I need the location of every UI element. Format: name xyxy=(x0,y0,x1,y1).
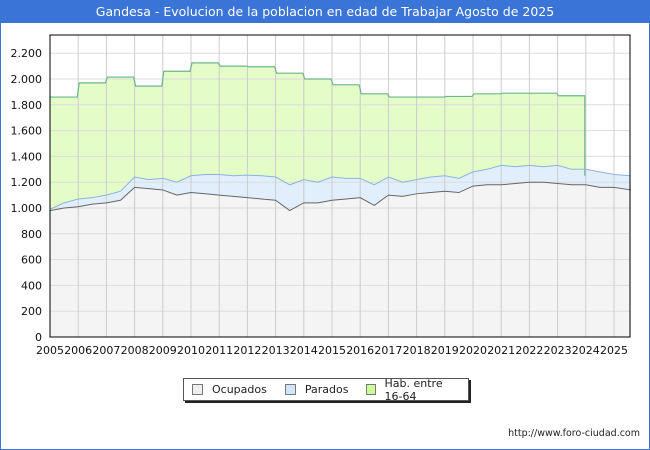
x-tick-label: 2020 xyxy=(459,344,487,357)
x-tick-label: 2010 xyxy=(177,344,205,357)
legend-label-habitantes: Hab. entre 16-64 xyxy=(384,376,443,403)
x-tick-label: 2018 xyxy=(403,344,431,357)
y-tick-label: 600 xyxy=(21,254,42,267)
legend-label-ocupados: Ocupados xyxy=(212,383,267,396)
x-tick-label: 2015 xyxy=(318,344,346,357)
x-tick-label: 2022 xyxy=(515,344,543,357)
x-tick-label: 2008 xyxy=(121,344,149,357)
x-tick-label: 2013 xyxy=(262,344,290,357)
y-tick-label: 1.200 xyxy=(11,176,43,189)
plot-border xyxy=(49,34,631,338)
y-tick-label: 800 xyxy=(21,228,42,241)
x-tick-label: 2012 xyxy=(233,344,261,357)
x-tick-label: 2007 xyxy=(92,344,120,357)
source-credit: http://www.foro-ciudad.com xyxy=(508,428,640,439)
x-tick-label: 2016 xyxy=(346,344,374,357)
y-tick-label: 1.000 xyxy=(11,202,43,215)
x-tick-label: 2005 xyxy=(36,344,64,357)
y-tick-label: 0 xyxy=(35,331,42,344)
x-tick-label: 2024 xyxy=(572,344,600,357)
x-tick-label: 2021 xyxy=(487,344,515,357)
line-ocupados xyxy=(49,181,631,212)
line-habitantes xyxy=(50,62,586,176)
x-tick-label: 2025 xyxy=(600,344,628,357)
y-tick-label: 1.800 xyxy=(11,99,43,112)
chart-legend: Ocupados Parados Hab. entre 16-64 xyxy=(183,377,469,403)
legend-item-parados: Parados xyxy=(284,383,349,396)
legend-item-ocupados: Ocupados xyxy=(192,383,267,396)
legend-swatch-habitantes xyxy=(366,384,376,395)
legend-item-habitantes: Hab. entre 16-64 xyxy=(366,377,458,403)
legend-swatch-ocupados xyxy=(192,384,203,395)
x-tick-label: 2023 xyxy=(544,344,572,357)
x-tick-label: 2014 xyxy=(290,344,318,357)
x-tick-label: 2017 xyxy=(374,344,402,357)
chart-title: Gandesa - Evolucion de la poblacion en e… xyxy=(0,0,650,23)
y-tick-label: 2.200 xyxy=(11,47,43,60)
x-tick-label: 2019 xyxy=(431,344,459,357)
legend-swatch-parados xyxy=(284,384,296,395)
y-tick-label: 200 xyxy=(21,305,42,318)
x-tick-label: 2011 xyxy=(205,344,233,357)
x-tick-label: 2006 xyxy=(64,344,92,357)
y-tick-label: 400 xyxy=(21,279,42,292)
x-tick-label: 2009 xyxy=(149,344,177,357)
legend-label-parados: Parados xyxy=(304,383,349,396)
line-parados xyxy=(49,164,631,210)
y-tick-label: 1.400 xyxy=(11,150,43,163)
y-tick-label: 2.000 xyxy=(11,73,43,86)
y-tick-label: 1.600 xyxy=(11,125,43,138)
